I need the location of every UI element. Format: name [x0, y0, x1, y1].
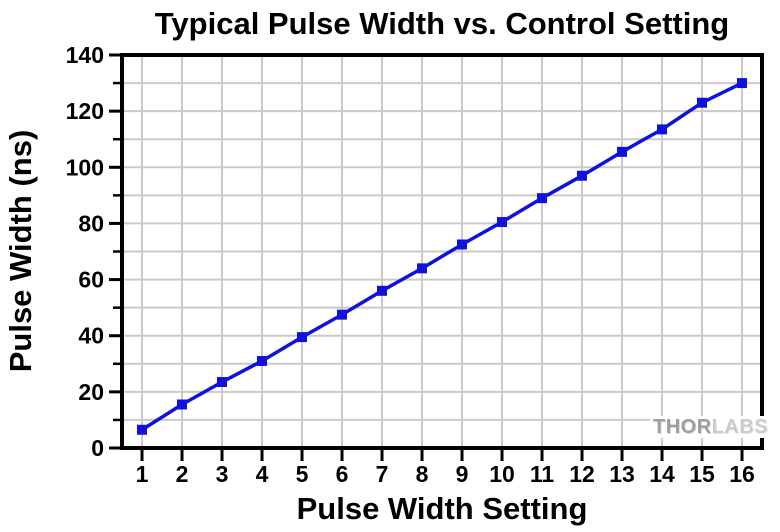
data-point-marker — [217, 377, 227, 388]
data-point-marker — [457, 239, 467, 250]
data-point-marker — [377, 285, 387, 296]
x-tick-label: 15 — [689, 461, 715, 487]
chart-title: Typical Pulse Width vs. Control Setting — [154, 6, 730, 41]
x-tick-label: 4 — [256, 461, 269, 487]
watermark-thor-text: THOR — [653, 416, 712, 438]
x-tick-label: 16 — [729, 461, 755, 487]
y-tick-label: 100 — [66, 154, 104, 180]
y-tick-label: 20 — [78, 379, 104, 405]
x-tick-label: 3 — [216, 461, 229, 487]
x-axis-title: Pulse Width Setting — [296, 491, 588, 526]
y-tick-label: 0 — [91, 435, 104, 461]
x-tick-label: 10 — [489, 461, 515, 487]
thorlabs-watermark: THORLABS — [650, 416, 772, 438]
x-tick-label: 12 — [569, 461, 595, 487]
data-point-marker — [577, 170, 587, 181]
data-line — [141, 81, 743, 432]
data-point-marker — [497, 217, 507, 228]
data-point-marker — [697, 97, 707, 108]
data-point-marker — [737, 78, 747, 89]
data-point-marker — [177, 399, 187, 410]
watermark-labs-text: LABS — [711, 416, 769, 438]
data-point-marker — [137, 424, 147, 435]
x-tick-label: 13 — [609, 461, 635, 487]
data-point-marker — [657, 124, 667, 135]
data-point-marker — [337, 309, 347, 320]
data-point-marker — [537, 193, 547, 204]
x-tick-label: 9 — [456, 461, 469, 487]
x-tick-label: 14 — [649, 461, 675, 487]
y-tick-label: 140 — [66, 42, 104, 68]
data-point-marker — [417, 263, 427, 274]
x-tick-label: 1 — [136, 461, 149, 487]
y-tick-label: 120 — [66, 98, 104, 124]
data-point-marker — [297, 332, 307, 343]
data-point-marker — [617, 146, 627, 157]
x-tick-label: 6 — [336, 461, 349, 487]
x-tick-label: 5 — [296, 461, 309, 487]
y-tick-label: 40 — [78, 323, 104, 349]
x-tick-label: 7 — [376, 461, 389, 487]
x-tick-label: 11 — [530, 461, 555, 487]
y-tick-label: 80 — [78, 210, 104, 236]
axis-frame — [120, 53, 764, 450]
data-point-marker — [257, 355, 267, 366]
y-tick-label: 60 — [78, 267, 104, 293]
x-tick-label: 2 — [176, 461, 189, 487]
x-tick-label: 8 — [416, 461, 429, 487]
